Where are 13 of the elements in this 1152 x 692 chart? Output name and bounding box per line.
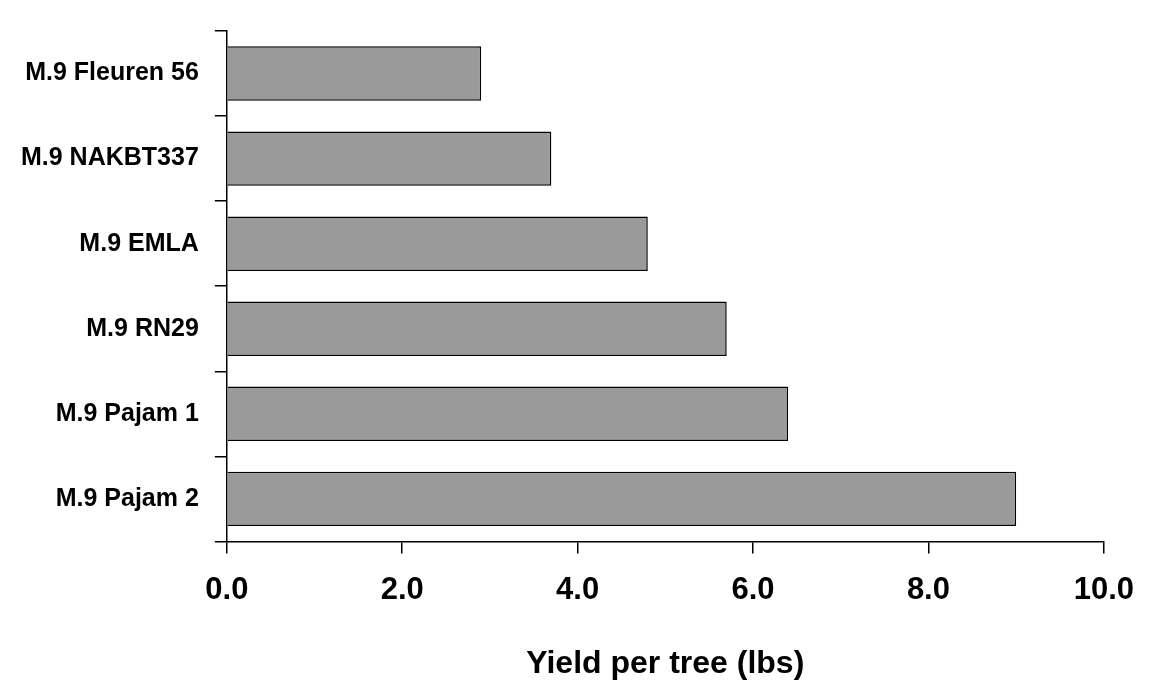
x-tick-label: 2.0: [380, 570, 424, 606]
x-tick-label: 6.0: [731, 570, 775, 606]
x-tick-label: 4.0: [556, 570, 600, 606]
y-tick-label: M.9 EMLA: [79, 227, 199, 256]
y-tick-label: M.9 NAKBT337: [20, 142, 199, 171]
y-tick-label: M.9 Fleuren 56: [25, 57, 199, 86]
y-tick-label: M.9 Pajam 1: [55, 397, 199, 426]
y-tick-label: M.9 Pajam 2: [55, 482, 199, 511]
x-tick-label: 0.0: [205, 570, 249, 606]
x-tick-label: 10.0: [1073, 570, 1134, 606]
y-tick-label: M.9 RN29: [86, 312, 199, 341]
x-axis-title: Yield per tree (lbs): [526, 643, 805, 680]
x-tick-label: 8.0: [906, 570, 950, 606]
